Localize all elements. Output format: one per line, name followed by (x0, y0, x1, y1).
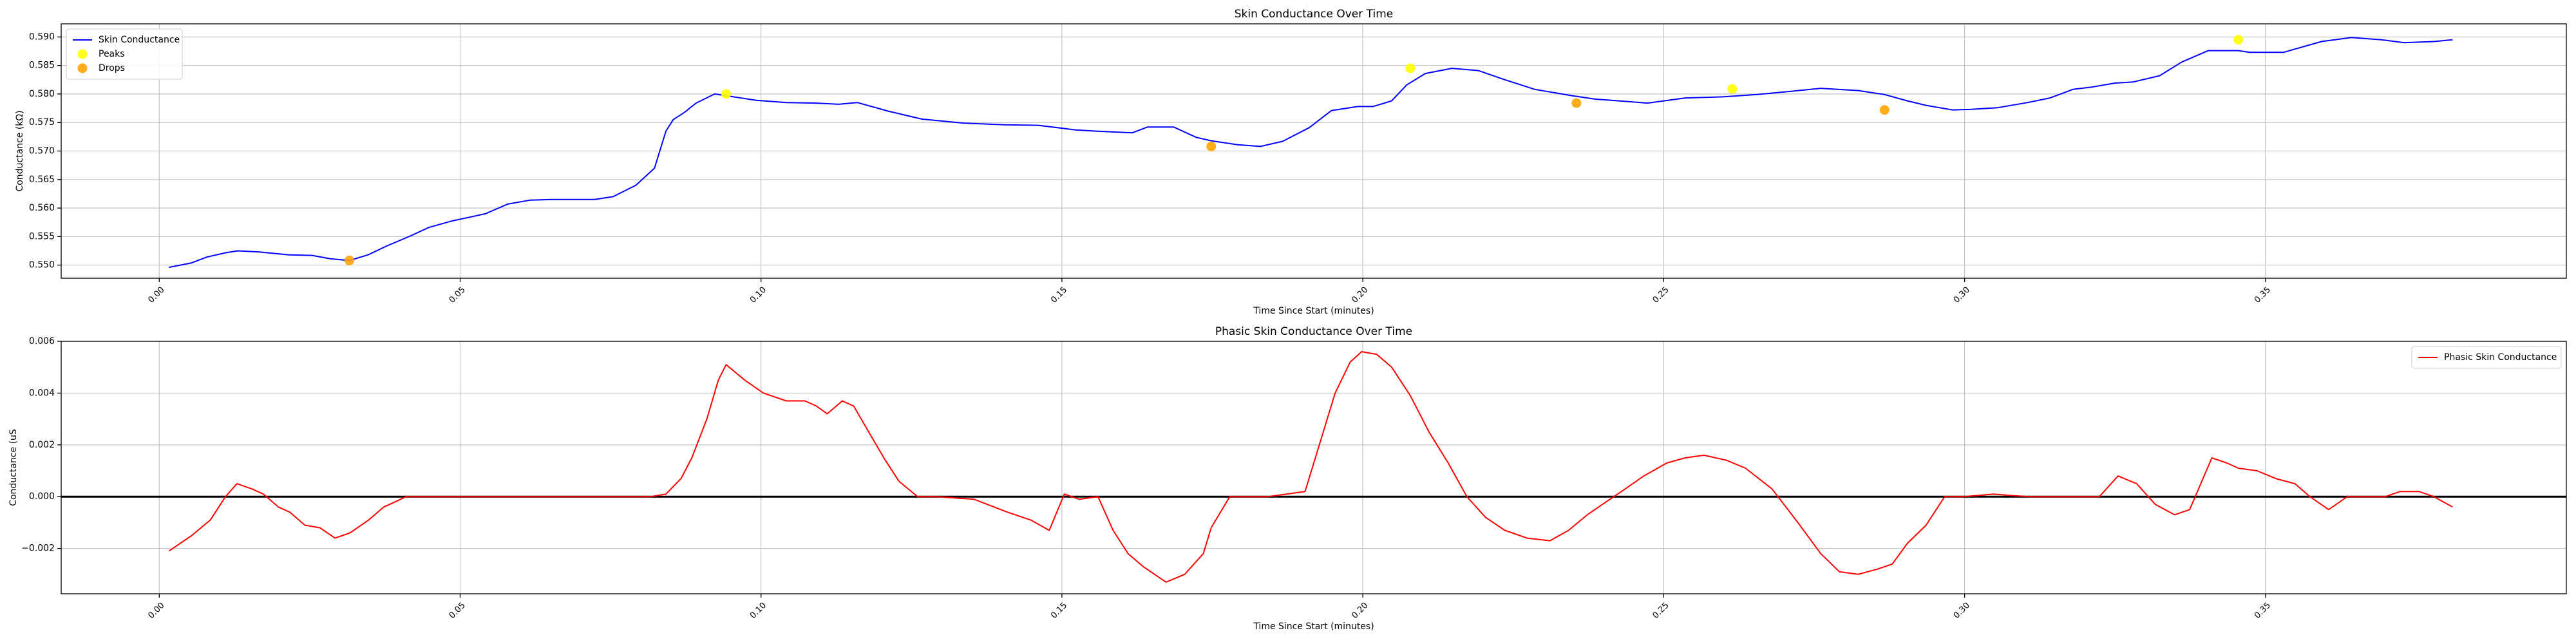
y-tick-label: 0.555 (29, 231, 55, 242)
series-line (169, 37, 2453, 269)
y-axis-label: Conductance (uS (8, 429, 19, 506)
data-point (1879, 105, 1889, 115)
chart-1: 0.00 0.05 0.10 0.15 0.20 0.25 0.30 0.35 0.550 0.5… (15, 8, 2567, 316)
legend: Skin Conductance Peaks Drops (66, 28, 183, 80)
x-tick-label: 0.35 (2253, 285, 2273, 305)
chart-title: Skin Conductance Over Time (1235, 8, 1393, 21)
x-tick-label: 0.20 (1350, 601, 1370, 621)
data-point (1571, 98, 1582, 108)
legend-box (2411, 346, 2562, 369)
legend-box (66, 28, 183, 80)
x-tick-label: 0.30 (1952, 285, 1972, 305)
data-point (345, 256, 355, 266)
y-tick-label: 0.580 (29, 89, 55, 99)
x-tick-label: 0.10 (748, 601, 768, 621)
x-tick-label: 0.25 (1651, 601, 1671, 621)
y-tick-label: 0.565 (29, 175, 55, 185)
legend-marker-swatch (77, 49, 88, 59)
y-tick-label: 0.575 (29, 117, 55, 128)
y-tick-label: 0.585 (29, 61, 55, 71)
chart-title: Phasic Skin Conductance Over Time (1215, 325, 1412, 338)
legend-marker-swatch (77, 63, 88, 73)
y-tick-label: 0.006 (29, 336, 55, 346)
y-tick-label: 0.004 (29, 388, 55, 398)
data-point (1405, 63, 1416, 73)
legend-label: Drops (99, 63, 125, 73)
data-point (2233, 35, 2244, 45)
chart-2: 0.00 0.05 0.10 0.15 0.20 0.25 0.30 0.35 −0.002 0.… (8, 325, 2567, 632)
legend-label: Phasic Skin Conductance (2444, 352, 2557, 363)
x-axis-label: Time Since Start (minutes) (1253, 306, 1374, 316)
y-tick-label: 0.002 (29, 440, 55, 450)
x-tick-label: 0.30 (1952, 601, 1972, 621)
x-tick-label: 0.15 (1049, 285, 1069, 305)
x-tick-label: 0.25 (1651, 285, 1671, 305)
data-point (1206, 141, 1217, 151)
x-tick-label: 0.00 (147, 601, 167, 621)
x-tick-label: 0.20 (1350, 285, 1370, 305)
y-tick-label: 0.000 (29, 491, 55, 502)
axes-frame (61, 341, 2567, 594)
y-tick-label: 0.550 (29, 260, 55, 270)
x-tick-label: 0.10 (748, 285, 768, 305)
legend-label: Peaks (99, 49, 125, 59)
series-line (168, 351, 2453, 583)
y-tick-label: 0.560 (29, 203, 55, 213)
y-tick-label: 0.590 (29, 32, 55, 42)
legend: Phasic Skin Conductance (2411, 346, 2562, 369)
x-tick-label: 0.05 (448, 601, 468, 621)
x-axis-label: Time Since Start (minutes) (1253, 621, 1374, 632)
y-axis-label: Conductance (kΩ) (15, 110, 25, 191)
x-tick-label: 0.00 (147, 285, 167, 305)
data-point (721, 89, 732, 99)
legend-label: Skin Conductance (99, 35, 180, 45)
y-tick-label: −0.002 (21, 544, 55, 554)
data-point (1727, 84, 1738, 94)
x-tick-label: 0.15 (1049, 601, 1069, 621)
x-tick-label: 0.05 (448, 285, 468, 305)
x-tick-label: 0.35 (2253, 601, 2273, 621)
y-tick-label: 0.570 (29, 146, 55, 156)
